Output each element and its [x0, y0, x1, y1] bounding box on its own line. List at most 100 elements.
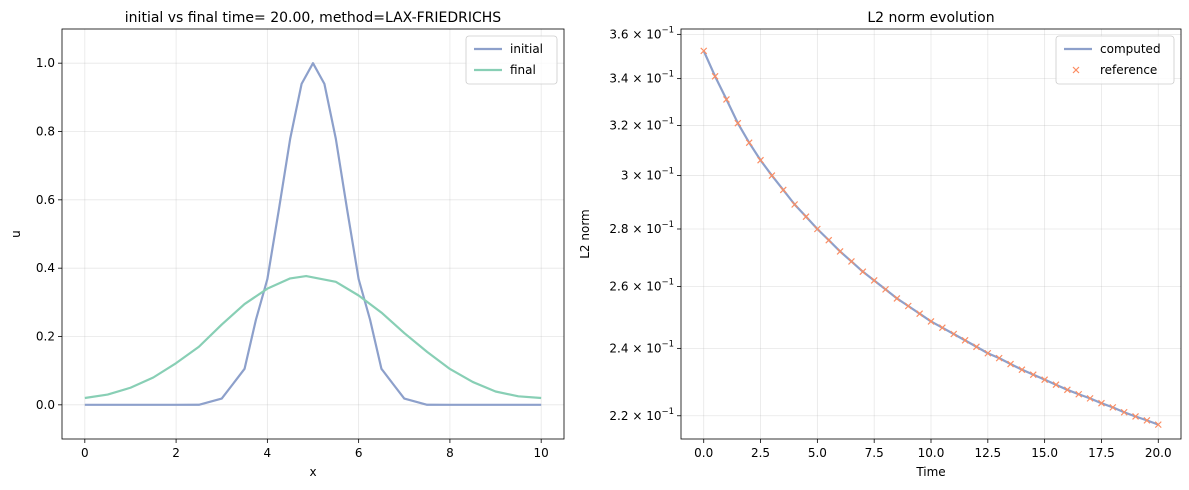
right-x-tick-label: 7.5 [865, 446, 884, 460]
tick-exponent: −1 [661, 167, 674, 177]
marker-stroke [813, 225, 821, 233]
right-chart-panel: 0.0 2.5 5.0 7.5 10.0 12.5 15.0 17.5 20.0 2.2 × 10… [578, 10, 1182, 479]
right-reference-point [1052, 381, 1060, 389]
right-x-tick-label: 5.0 [808, 446, 827, 460]
tick-exponent: −1 [661, 117, 674, 127]
right-reference-point [1018, 366, 1026, 374]
tick-mantissa: 3.6 × 10 [609, 27, 661, 41]
marker-stroke [1098, 399, 1105, 407]
right-reference-point [904, 302, 912, 310]
right-y-tick-label: 3 × 10−1 [621, 167, 674, 183]
tick-exponent: −1 [661, 25, 674, 35]
right-y-tick-label: 2.8 × 10−1 [609, 220, 674, 236]
right-reference-point [973, 343, 980, 351]
right-reference-point [984, 349, 992, 357]
right-legend: computed reference [1055, 35, 1175, 85]
right-reference-point [1120, 408, 1128, 416]
marker-stroke [745, 139, 753, 147]
marker-stroke [1018, 366, 1026, 374]
marker-stroke [1007, 360, 1014, 368]
left-x-tick-label: 6 [355, 446, 363, 460]
marker-stroke [825, 236, 833, 244]
marker-stroke [904, 302, 912, 310]
marker-stroke [802, 213, 810, 221]
legend-entry-reference: reference [1072, 63, 1157, 77]
legend-marker [1072, 66, 1080, 74]
tick-mantissa: 3 × 10 [621, 169, 662, 183]
marker-stroke [995, 354, 1003, 362]
right-reference-point [870, 277, 878, 284]
right-reference-point [848, 258, 855, 265]
right-reference-point [950, 330, 958, 338]
right-reference-point [745, 139, 753, 147]
left-y-tick-label: 0.8 [36, 125, 55, 139]
left-y-tick-label: 0.4 [36, 261, 55, 275]
marker-stroke [723, 95, 730, 103]
legend-entry-initial: initial [474, 42, 543, 56]
marker-stroke [973, 343, 980, 351]
marker-stroke [700, 47, 708, 55]
marker-stroke [1143, 416, 1151, 424]
legend-label: final [510, 63, 536, 77]
marker-stroke [757, 156, 764, 164]
left-y-tick-label: 0.6 [36, 193, 55, 207]
tick-mantissa: 3.4 × 10 [609, 72, 661, 86]
marker-stroke [961, 336, 969, 344]
left-x-tick-label: 10 [534, 446, 549, 460]
left-initial-line [84, 62, 542, 406]
marker-stroke [768, 172, 776, 179]
tick-mantissa: 2.6 × 10 [609, 279, 661, 293]
left-x-tick-label: 2 [172, 446, 180, 460]
marker-stroke [1041, 376, 1049, 384]
left-chart-panel: 0 2 4 6 8 10 0.0 0.2 0.4 0.6 0.8 1.0 x u initial vs fi… [9, 10, 565, 479]
right-y-tick-label: 3.4 × 10−1 [609, 70, 674, 86]
left-x-tick-label: 0 [81, 446, 89, 460]
right-reference-point [995, 354, 1003, 362]
right-reference-point [938, 324, 946, 332]
right-chart-title: L2 norm evolution [867, 10, 994, 26]
marker-stroke [916, 310, 924, 318]
marker-stroke [1109, 403, 1117, 411]
right-reference-point [1154, 421, 1162, 429]
legend-label: computed [1100, 42, 1161, 56]
marker-stroke [734, 119, 742, 127]
legend-label: reference [1100, 63, 1157, 77]
right-reference-point [1086, 394, 1094, 402]
legend-entry-final: final [474, 63, 536, 77]
marker-stroke [1052, 381, 1060, 389]
right-reference-point [961, 336, 969, 344]
right-reference-point [802, 213, 810, 221]
right-reference-point [1109, 403, 1117, 411]
tick-exponent: −1 [661, 220, 674, 230]
marker-stroke [1086, 394, 1094, 402]
right-reference-point [1063, 386, 1071, 394]
marker-stroke [1063, 386, 1071, 394]
right-reference-point [700, 47, 708, 55]
right-x-tick-label: 17.5 [1088, 446, 1115, 460]
tick-mantissa: 2.2 × 10 [609, 409, 661, 423]
marker-stroke [938, 324, 946, 332]
right-x-tick-label: 20.0 [1145, 446, 1172, 460]
right-reference-point [882, 285, 889, 293]
right-reference-point [734, 119, 742, 127]
left-x-tick-label: 4 [264, 446, 272, 460]
marker-stroke [1075, 390, 1083, 398]
marker-stroke [950, 330, 958, 338]
right-x-tick-label: 12.5 [974, 446, 1001, 460]
right-reference-point [1029, 371, 1037, 379]
tick-exponent: −1 [661, 339, 674, 349]
right-reference-point [813, 225, 821, 233]
left-x-tick-label: 8 [446, 446, 454, 460]
tick-exponent: −1 [661, 70, 674, 80]
right-reference-point [1143, 416, 1151, 424]
right-x-tick-label: 0.0 [694, 446, 713, 460]
tick-mantissa: 2.4 × 10 [609, 341, 661, 355]
tick-mantissa: 2.8 × 10 [609, 222, 661, 236]
marker-stroke [1154, 421, 1162, 429]
left-axes-frame [61, 28, 565, 440]
right-reference-point [893, 294, 901, 302]
right-reference-point [1041, 376, 1049, 384]
right-reference-point [916, 310, 924, 318]
right-x-tick-label: 2.5 [751, 446, 770, 460]
